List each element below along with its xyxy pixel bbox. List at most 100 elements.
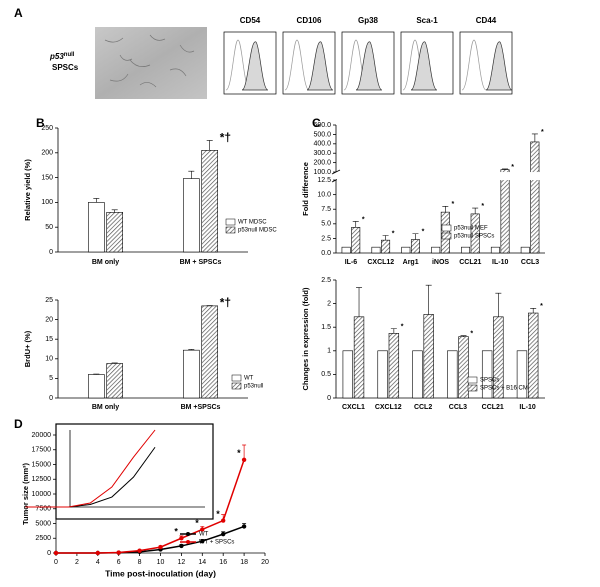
error-bar	[495, 292, 502, 317]
y-tick-label: 0	[47, 550, 51, 557]
legend-label: p53null	[244, 384, 263, 390]
bar	[88, 374, 105, 399]
y-tick-label: 500.0	[313, 131, 331, 138]
marker-curve	[485, 41, 513, 91]
inset-line	[25, 429, 156, 508]
x-tick-label: 6	[117, 559, 121, 566]
legend-label: p53null SPSCs	[454, 234, 494, 240]
data-point	[158, 544, 163, 550]
data-point	[179, 543, 184, 549]
significance: *	[481, 203, 484, 210]
data-point	[200, 539, 205, 544]
y-tick-label: 10	[45, 356, 53, 363]
x-tick-label: 0	[54, 559, 58, 566]
x-tick-label: CCL21	[482, 404, 504, 411]
x-tick-label: CXCL12	[375, 404, 402, 411]
bar	[341, 246, 351, 254]
marker-curve	[355, 41, 383, 91]
y-tick-label: 250	[41, 125, 53, 132]
significance: *	[422, 229, 425, 236]
legend-label: p53null MEF	[454, 226, 488, 232]
significance: *†	[220, 296, 231, 310]
bar	[412, 350, 423, 399]
legend-swatch	[225, 218, 236, 226]
data-point	[116, 550, 121, 555]
x-tick-label: BM +SPSCs	[181, 404, 221, 411]
y-tick-label: 600.0	[313, 122, 331, 129]
error-bar	[206, 140, 213, 151]
bar	[183, 178, 200, 253]
legend-label: WT	[244, 376, 254, 382]
x-axis-title: Time post-inoculation (day)	[105, 568, 216, 578]
error-bar	[460, 335, 467, 337]
y-tick-label: 1.5	[321, 324, 331, 331]
isotype-curve	[461, 39, 487, 91]
y-tick-label: 2.5	[321, 235, 331, 242]
y-tick-label: 12500	[32, 476, 52, 483]
significance: *	[237, 448, 241, 458]
bar	[500, 169, 510, 254]
y-tick-label: 20	[45, 316, 53, 323]
x-tick-label: CCL21	[459, 259, 481, 266]
x-tick-label: 18	[240, 559, 248, 566]
significance: *	[540, 303, 543, 310]
y-tick-label: 25	[45, 297, 53, 304]
bar	[88, 202, 105, 253]
y-tick-label: 100.0	[313, 169, 331, 176]
data-point	[95, 550, 101, 556]
isotype-curve	[225, 39, 251, 91]
y-tick-label: 7.5	[321, 206, 331, 213]
sample-label: p53null	[49, 52, 75, 62]
legend-label: WT + SPSCs	[199, 540, 234, 546]
y-tick-label: 50	[45, 224, 53, 231]
cell-outlines	[104, 34, 195, 88]
y-tick-label: 2500	[35, 535, 51, 542]
data-point	[241, 457, 247, 462]
bar	[371, 246, 381, 254]
x-tick-label: CCL2	[414, 404, 432, 411]
marker-title: CD54	[240, 16, 261, 25]
y-tick-label: 5	[49, 375, 53, 382]
x-tick-label: BM only	[92, 404, 119, 411]
legend-swatch	[441, 232, 452, 240]
error-bar	[425, 284, 432, 315]
x-tick-label: IL-10	[492, 259, 508, 266]
y-axis-title: Changes in expression (fold)	[301, 287, 310, 390]
bar	[447, 350, 458, 399]
sample-label: SPSCs	[52, 63, 79, 72]
panel-label: C	[312, 116, 321, 130]
y-tick-label: 0.0	[321, 250, 331, 257]
error-bar	[502, 168, 509, 170]
data-point	[221, 531, 226, 537]
bar	[516, 350, 528, 399]
bar	[528, 312, 539, 399]
legend-swatch	[467, 384, 478, 392]
error-bar	[188, 170, 195, 179]
bar	[461, 246, 471, 254]
bar	[458, 336, 469, 399]
error-bar	[93, 198, 100, 203]
y-tick-label: 150	[41, 174, 53, 181]
error-bar	[111, 209, 118, 213]
x-tick-label: 4	[96, 559, 100, 566]
panel-label: D	[14, 417, 23, 431]
y-tick-label: 2.5	[321, 277, 331, 284]
legend-swatch	[441, 224, 452, 232]
x-tick-label: CCL3	[449, 404, 467, 411]
error-bar	[356, 287, 363, 317]
marker-curve	[241, 41, 269, 91]
significance: *	[174, 527, 178, 537]
bar	[201, 305, 218, 399]
significance: *	[511, 164, 514, 171]
bar	[431, 246, 441, 254]
x-tick-label: BM + SPSCs	[180, 259, 222, 266]
inset-frame	[55, 423, 214, 520]
y-tick-label: 10000	[32, 491, 52, 498]
y-tick-label: 20000	[32, 432, 52, 439]
legend-label: WT	[199, 532, 209, 538]
marker-title: CD44	[476, 16, 497, 25]
error-bar	[472, 207, 479, 214]
x-tick-label: IL-10	[519, 404, 535, 411]
bar	[530, 141, 540, 254]
bar	[481, 350, 493, 399]
